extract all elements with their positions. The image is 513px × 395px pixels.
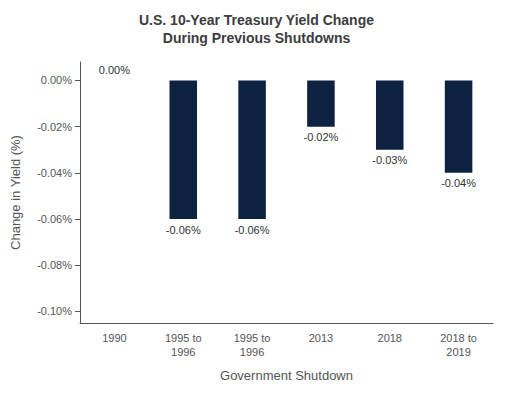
svg-text:2019: 2019 bbox=[446, 346, 470, 358]
svg-text:-0.04%: -0.04% bbox=[441, 177, 476, 189]
svg-text:2013: 2013 bbox=[309, 332, 333, 344]
svg-text:-0.08%: -0.08% bbox=[37, 259, 72, 271]
svg-text:2018 to: 2018 to bbox=[440, 332, 477, 344]
svg-text:0.00%: 0.00% bbox=[99, 64, 130, 76]
svg-text:-0.10%: -0.10% bbox=[37, 305, 72, 317]
svg-text:-0.02%: -0.02% bbox=[37, 121, 72, 133]
svg-text:-0.04%: -0.04% bbox=[37, 167, 72, 179]
svg-text:1995 to: 1995 to bbox=[165, 332, 202, 344]
svg-text:U.S. 10-Year Treasury Yield Ch: U.S. 10-Year Treasury Yield Change bbox=[139, 12, 374, 28]
svg-text:1990: 1990 bbox=[102, 332, 126, 344]
svg-text:2018: 2018 bbox=[378, 332, 402, 344]
svg-text:Change in Yield (%): Change in Yield (%) bbox=[8, 135, 23, 250]
svg-text:-0.06%: -0.06% bbox=[235, 224, 270, 236]
svg-text:1996: 1996 bbox=[240, 346, 264, 358]
svg-text:1996: 1996 bbox=[171, 346, 195, 358]
svg-text:Government Shutdown: Government Shutdown bbox=[220, 368, 353, 383]
svg-text:During Previous Shutdowns: During Previous Shutdowns bbox=[163, 30, 351, 46]
svg-text:-0.06%: -0.06% bbox=[166, 224, 201, 236]
svg-text:0.00%: 0.00% bbox=[41, 74, 72, 86]
svg-text:-0.03%: -0.03% bbox=[372, 154, 407, 166]
svg-text:1995 to: 1995 to bbox=[234, 332, 271, 344]
svg-text:-0.06%: -0.06% bbox=[37, 213, 72, 225]
svg-text:-0.02%: -0.02% bbox=[303, 131, 338, 143]
